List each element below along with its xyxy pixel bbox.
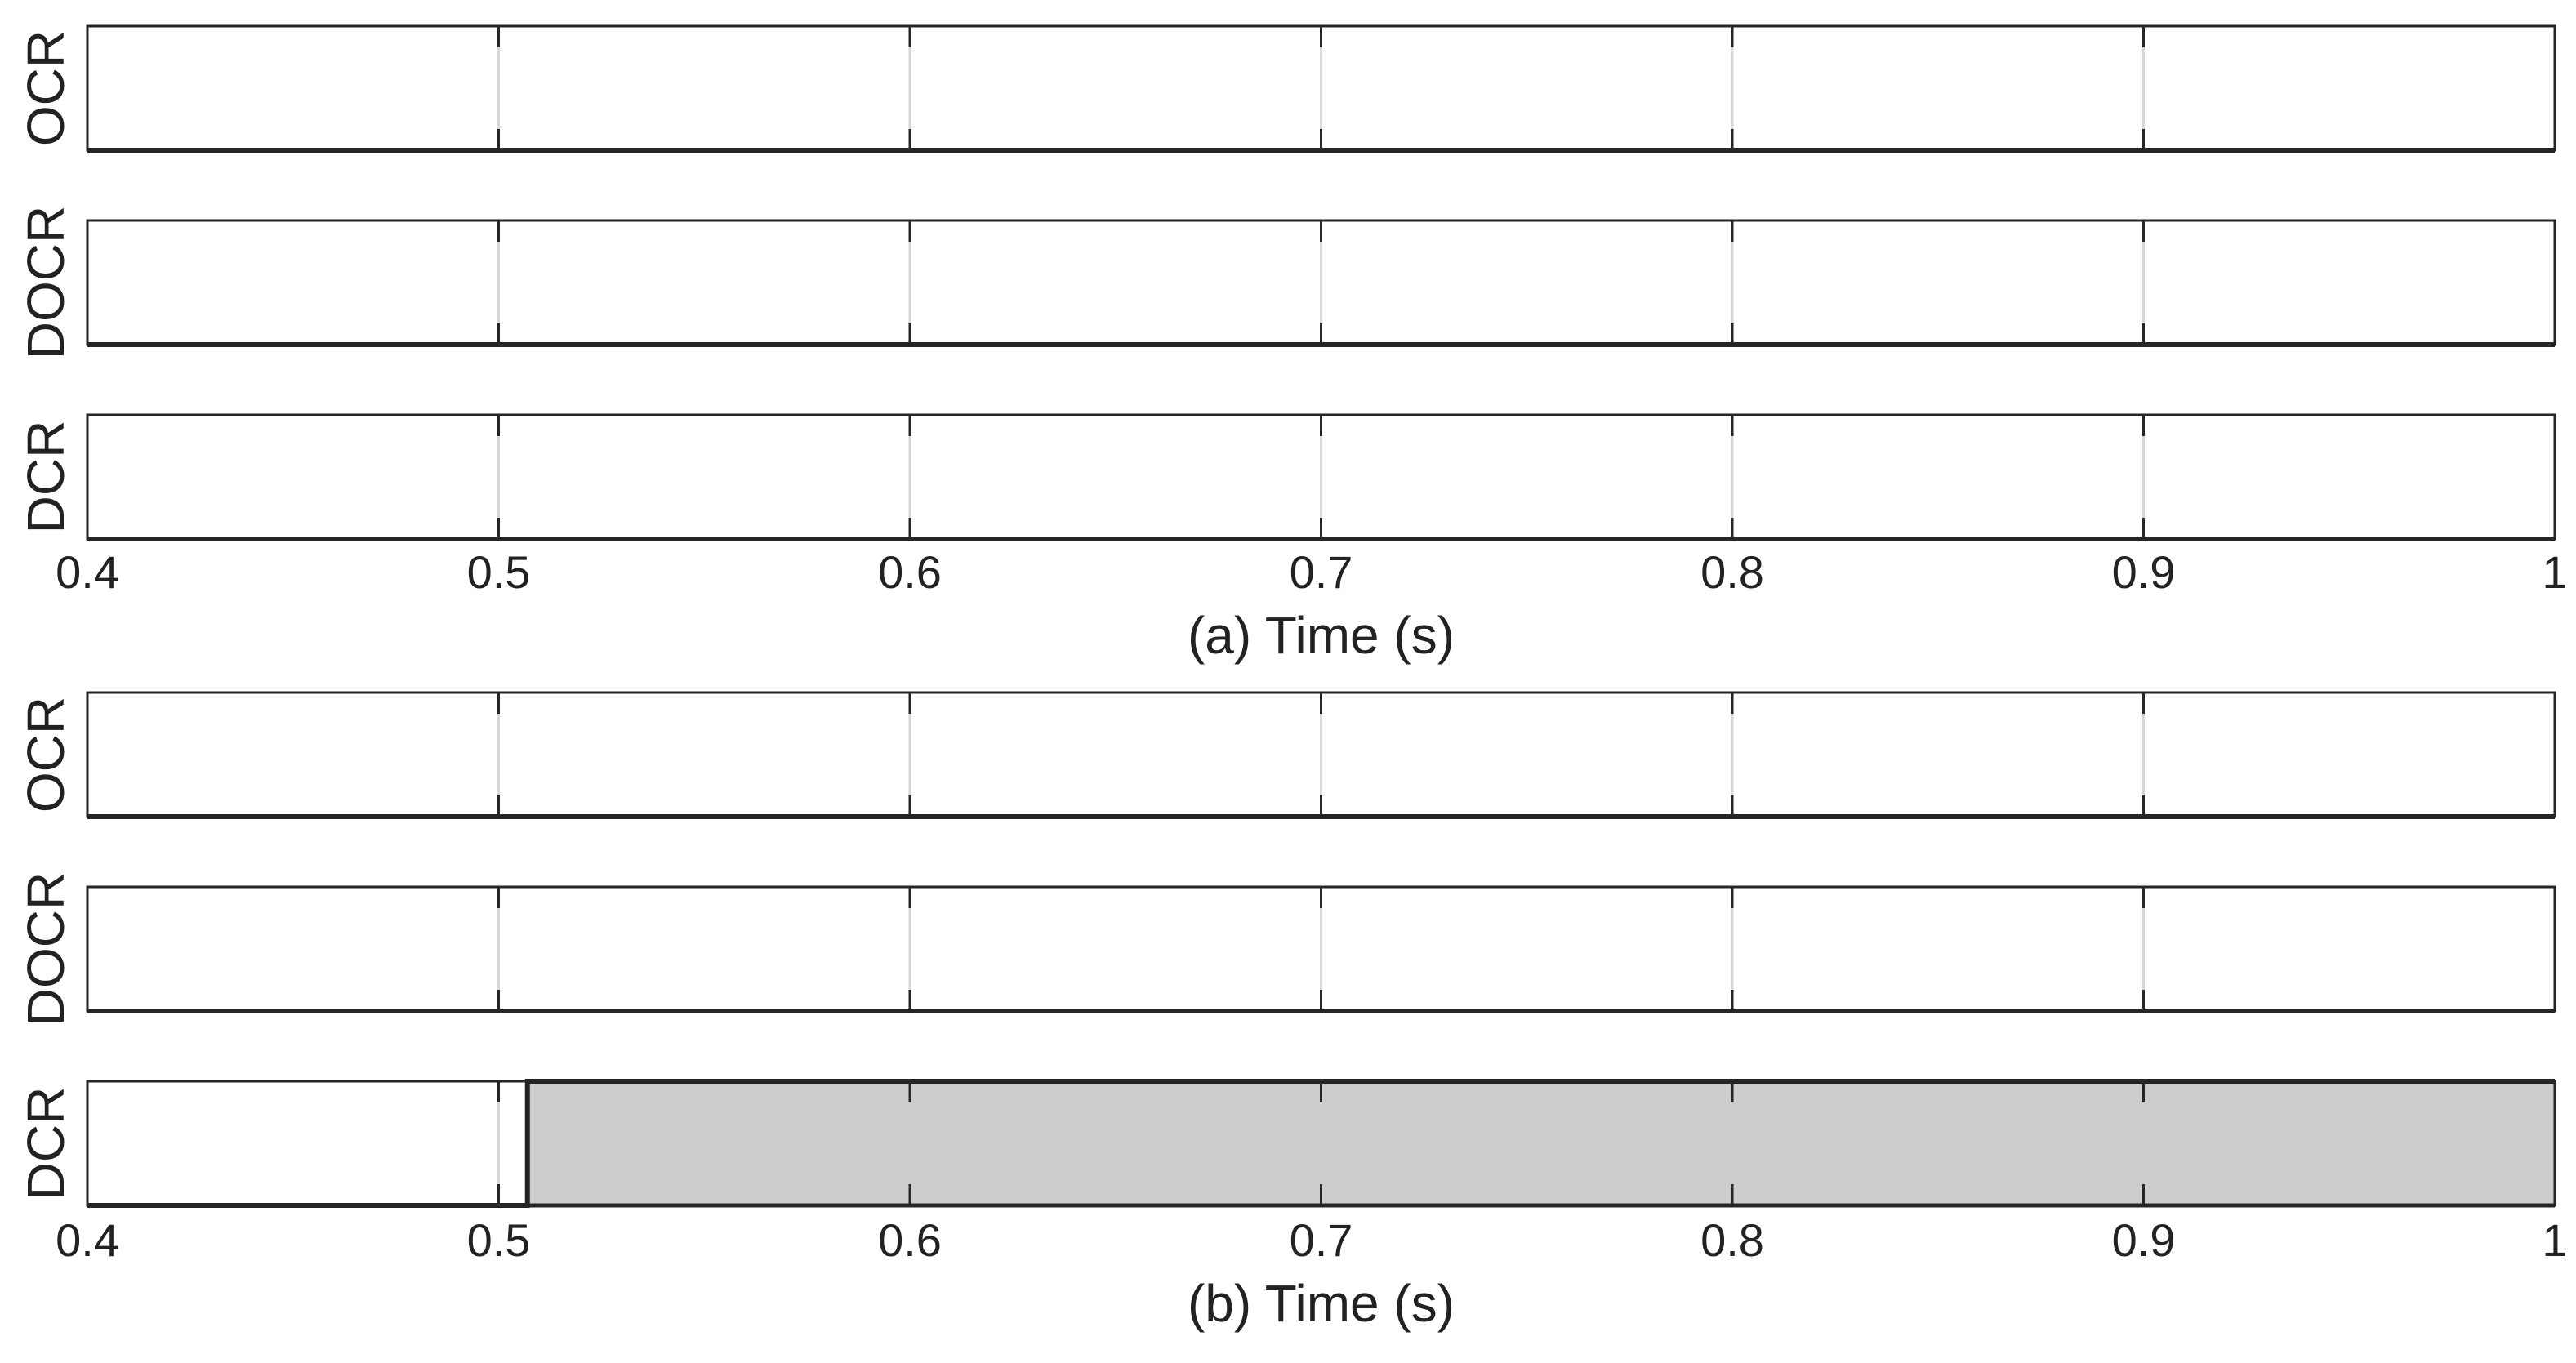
chart-panel-0: OCR DOCR DCR 0.4 0.5 0.6 0.7 0.8 0.9 1 (a) Time (s… [16, 24, 2568, 665]
x-tick-label: 0.5 [467, 1214, 531, 1266]
strip-ylabel: OCR [16, 697, 75, 813]
x-tick-label: 0.9 [2112, 1214, 2176, 1266]
strip-ylabel: DCR [16, 1087, 75, 1200]
x-tick-label: 0.7 [1290, 1214, 1353, 1266]
x-tick-label: 0.9 [2112, 546, 2176, 598]
strip-ylabel: DCR [16, 421, 75, 534]
x-tick-label: 0.4 [56, 1214, 119, 1266]
series-area-dcr [87, 1081, 2555, 1205]
x-tick-label: 1 [2542, 1214, 2567, 1266]
strip-docr: DOCR [16, 872, 2556, 1026]
strip-ocr: OCR [16, 691, 2556, 819]
chart-panel-1: OCR DOCR DCR 0.4 0.5 0.6 0.7 0.8 0.9 1 (b) Time (s… [16, 691, 2568, 1333]
strip-dcr: DCR [16, 413, 2556, 541]
x-tick-label: 0.6 [878, 546, 942, 598]
x-tick-label: 0.5 [467, 546, 531, 598]
strip-dcr: DCR [16, 1079, 2556, 1208]
x-tick-label: 0.8 [1700, 546, 1764, 598]
strip-ylabel: DOCR [16, 872, 75, 1026]
strip-ylabel: DOCR [16, 206, 75, 359]
x-tick-label: 0.4 [56, 546, 119, 598]
x-tick-label: 0.7 [1290, 546, 1353, 598]
strip-ocr: OCR [16, 24, 2556, 153]
x-axis-title: (b) Time (s) [1188, 1274, 1455, 1333]
x-tick-label: 0.6 [878, 1214, 942, 1266]
x-tick-label: 1 [2542, 546, 2567, 598]
x-axis-title: (a) Time (s) [1188, 606, 1455, 665]
strip-docr: DOCR [16, 206, 2556, 359]
strip-ylabel: OCR [16, 30, 75, 146]
x-tick-label: 0.8 [1700, 1214, 1764, 1266]
